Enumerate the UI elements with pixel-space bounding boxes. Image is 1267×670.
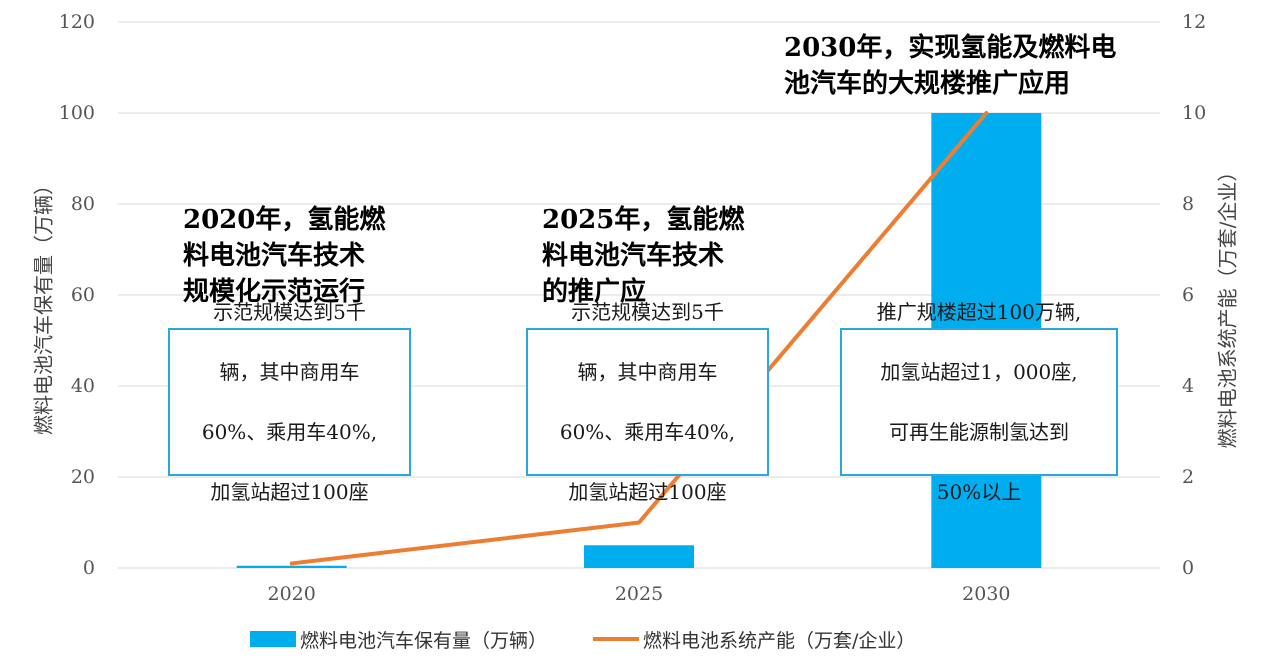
annotation-2025-box-line: 辆，其中商用车 xyxy=(577,360,718,384)
annotation-2025-title: 2025年，氢能燃 料电池汽车技术 的推广应 xyxy=(542,202,744,310)
annotation-2020-title-line: 2020年，氢能燃 xyxy=(183,205,386,235)
annotation-2030-title-line: 池汽车的大规楼推广应用 xyxy=(784,69,1071,99)
line-series xyxy=(289,111,989,566)
y-right-tick-label: 2 xyxy=(1182,466,1194,488)
left-axis-ticks: 0 20 40 60 80 100 120 xyxy=(59,11,95,579)
legend-label-line: 燃料电池系统产能（万套/企业） xyxy=(643,629,916,652)
y-right-tick-label: 10 xyxy=(1182,102,1206,124)
y-left-tick-label: 20 xyxy=(71,466,95,488)
annotation-2030-title: 2030年，实现氢能及燃料电 池汽车的大规楼推广应用 xyxy=(784,30,1116,102)
y-right-tick-label: 0 xyxy=(1182,557,1194,579)
x-tick-label: 2025 xyxy=(615,583,663,605)
legend-item-bar: 燃料电池汽车保有量（万辆） xyxy=(250,626,547,653)
y-left-tick-label: 120 xyxy=(59,11,95,33)
annotation-2025-box-line: 60%、乘用车40%, xyxy=(559,420,736,444)
legend-swatch-line xyxy=(593,637,640,641)
y-right-tick-label: 8 xyxy=(1182,193,1194,215)
annotation-2020-box-line: 示范规模达到5千 xyxy=(213,300,366,324)
annotation-2025-box-line: 示范规模达到5千 xyxy=(571,300,724,324)
y-left-axis-title: 燃料电池汽车保有量（万辆） xyxy=(31,175,56,435)
bar xyxy=(584,545,694,568)
annotation-2030-box-line: 可再生能源制氢达到 xyxy=(889,420,1069,444)
annotation-2020-box-line: 60%、乘用车40%, xyxy=(201,420,378,444)
bar xyxy=(236,565,347,568)
y-left-tick-label: 0 xyxy=(83,557,95,579)
legend-label-bar: 燃料电池汽车保有量（万辆） xyxy=(300,629,548,652)
legend-item-line: 燃料电池系统产能（万套/企业） xyxy=(593,626,915,653)
y-left-tick-label: 40 xyxy=(71,375,95,397)
annotation-2030-box-line: 加氢站超过1，000座, xyxy=(880,360,1078,384)
annotation-2020-title: 2020年，氢能燃 料电池汽车技术 规模化示范运行 xyxy=(183,202,385,310)
annotation-2025-title-line: 料电池汽车技术 xyxy=(542,241,725,271)
y-left-tick-label: 100 xyxy=(59,102,95,124)
annotation-2025-box: 示范规模达到5千 辆，其中商用车 60%、乘用车40%, 加氢站超过100座 xyxy=(526,300,769,504)
annotation-2020-box-line: 辆，其中商用车 xyxy=(219,360,360,384)
x-tick-label: 2030 xyxy=(962,583,1010,605)
y-right-axis-title: 燃料电池系统产能（万套/企业） xyxy=(1215,161,1240,449)
annotation-2020-box: 示范规模达到5千 辆，其中商用车 60%、乘用车40%, 加氢站超过100座 xyxy=(168,300,411,504)
annotation-2030-box-line: 推广规楼超过100万辆, xyxy=(876,300,1082,324)
annotation-2030-box-line: 50%以上 xyxy=(936,480,1022,504)
y-left-tick-label: 80 xyxy=(71,193,95,215)
annotation-2020-box-line: 加氢站超过100座 xyxy=(210,480,369,504)
x-axis-ticks: 2020 2025 2030 xyxy=(267,583,1010,605)
annotation-2020-title-line: 规模化示范运行 xyxy=(183,277,366,307)
y-left-tick-label: 60 xyxy=(71,284,95,306)
y-right-tick-label: 12 xyxy=(1182,11,1206,33)
annotation-2030-title-line: 2030年，实现氢能及燃料电 xyxy=(784,33,1117,63)
annotation-2020-title-line: 料电池汽车技术 xyxy=(183,241,366,271)
y-right-tick-label: 6 xyxy=(1182,284,1194,306)
y-right-tick-label: 4 xyxy=(1182,375,1194,397)
legend: 燃料电池汽车保有量（万辆） 燃料电池系统产能（万套/企业） xyxy=(250,624,961,654)
right-axis-ticks: 0 2 4 6 8 10 12 xyxy=(1182,11,1206,579)
annotation-2025-box-line: 加氢站超过100座 xyxy=(568,480,727,504)
annotation-2030-box: 推广规楼超过100万辆, 加氢站超过1，000座, 可再生能源制氢达到 50%以… xyxy=(840,300,1118,504)
annotation-2025-title-line: 2025年，氢能燃 xyxy=(542,205,745,235)
legend-swatch-bar xyxy=(250,631,296,647)
annotation-2025-title-line: 的推广应 xyxy=(542,277,647,307)
x-tick-label: 2020 xyxy=(267,583,315,605)
